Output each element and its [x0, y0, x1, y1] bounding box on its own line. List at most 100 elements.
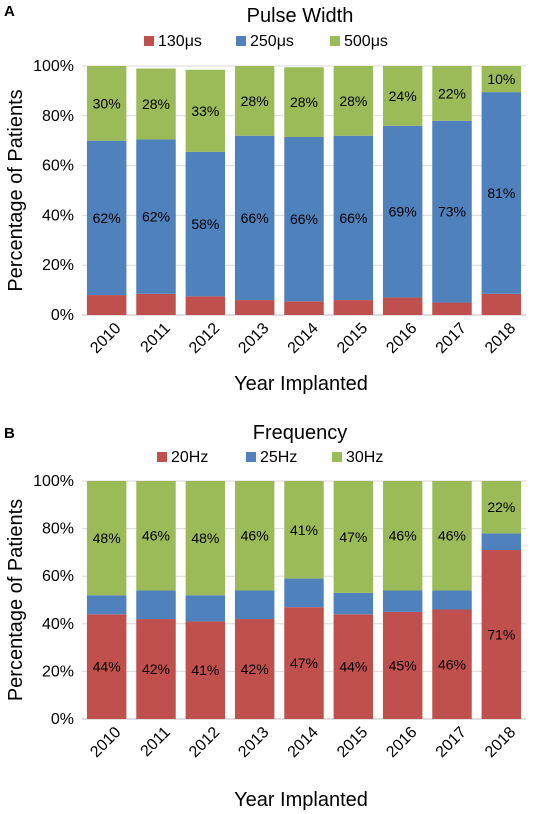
legend-label-1: 25Hz: [260, 449, 297, 466]
bar-20Hz-2017: [432, 609, 472, 719]
y-tick-label: 40%: [42, 207, 74, 224]
panel-label: A: [4, 3, 15, 20]
legend: 20Hz 25Hz 30Hz: [157, 449, 383, 466]
data-label: 41%: [290, 522, 318, 538]
bar-500μs-2014: [284, 67, 324, 137]
data-label: 62%: [93, 210, 121, 226]
bar-250μs-2010: [86, 140, 127, 296]
bar-500μs-2013: [234, 66, 275, 136]
bar-130μs-2012: [185, 296, 226, 315]
y-tick-label: 80%: [42, 521, 74, 538]
bar-30Hz-2012: [185, 481, 226, 596]
data-label: 30%: [93, 95, 121, 111]
chart-title: Frequency: [253, 422, 348, 444]
x-tick-label: 2012: [186, 724, 223, 761]
data-label: 66%: [339, 210, 367, 226]
data-label: 28%: [142, 96, 170, 112]
y-tick-label: 100%: [33, 58, 74, 75]
data-label: 81%: [487, 185, 515, 201]
bar-30Hz-2016: [382, 481, 423, 591]
bar-500μs-2015: [333, 66, 374, 136]
bar-20Hz-2012: [185, 621, 226, 719]
bar-250μs-2017: [432, 120, 472, 303]
data-label: 48%: [93, 530, 121, 546]
bar-130μs-2017: [432, 302, 472, 315]
bar-20Hz-2010: [86, 614, 127, 719]
x-tick-label: 2018: [482, 724, 519, 761]
bar-500μs-2010: [86, 66, 127, 141]
x-tick-label: 2010: [87, 724, 124, 761]
bar-25Hz-2018: [481, 533, 522, 551]
bar-250μs-2018: [481, 92, 522, 294]
bar-20Hz-2013: [234, 619, 275, 719]
data-label: 45%: [389, 657, 417, 673]
bar-25Hz-2015: [333, 592, 374, 615]
data-label: 33%: [191, 103, 219, 119]
bar-130μs-2018: [481, 293, 522, 315]
legend-label-1: 250μs: [250, 33, 294, 50]
bar-20Hz-2016: [382, 611, 423, 719]
x-tick-label: 2010: [87, 320, 124, 357]
chart-title: Pulse Width: [247, 5, 354, 27]
data-label: 42%: [142, 661, 170, 677]
bar-20Hz-2018: [481, 550, 522, 719]
bar-130μs-2016: [382, 297, 423, 315]
legend-swatch-2: [330, 36, 340, 46]
bar-25Hz-2014: [284, 578, 324, 608]
bar-25Hz-2017: [432, 590, 472, 610]
x-tick-label: 2013: [235, 724, 272, 761]
x-tick-label: 2018: [482, 320, 519, 357]
x-tick-label: 2015: [334, 724, 371, 761]
y-axis-title: Percentage of Patients: [5, 89, 27, 291]
legend-label-0: 130μs: [158, 33, 202, 50]
y-tick-label: 80%: [42, 108, 74, 125]
bar-130μs-2015: [333, 300, 374, 315]
bar-500μs-2018: [481, 66, 522, 93]
data-label: 28%: [290, 94, 318, 110]
legend-swatch-1: [246, 452, 256, 462]
legend-swatch-2: [332, 452, 342, 462]
bar-20Hz-2011: [136, 619, 176, 719]
bar-130μs-2010: [86, 295, 127, 315]
x-tick-label: 2011: [138, 724, 174, 760]
data-label: 42%: [241, 661, 269, 677]
x-tick-label: 2013: [235, 320, 272, 357]
data-label: 58%: [191, 216, 219, 232]
bar-25Hz-2016: [382, 590, 423, 612]
x-tick-label: 2012: [186, 320, 223, 357]
bar-130μs-2013: [234, 300, 275, 315]
x-tick-label: 2017: [433, 320, 470, 357]
y-tick-label: 20%: [42, 257, 74, 274]
bar-130μs-2011: [136, 293, 176, 315]
y-tick-label: 40%: [42, 616, 74, 633]
y-tick-label: 60%: [42, 158, 74, 175]
x-tick-label: 2015: [334, 320, 371, 357]
data-label: 71%: [487, 627, 515, 643]
data-label: 41%: [191, 662, 219, 678]
data-label: 47%: [339, 529, 367, 545]
legend-swatch-0: [144, 36, 154, 46]
x-tick-label: 2011: [138, 320, 174, 356]
bar-250μs-2016: [382, 125, 423, 298]
bar-25Hz-2012: [185, 595, 226, 622]
legend-swatch-0: [157, 452, 167, 462]
data-label: 73%: [438, 204, 466, 220]
data-label: 46%: [438, 656, 466, 672]
legend-label-2: 500μs: [344, 33, 388, 50]
data-label: 44%: [339, 659, 367, 675]
bar-130μs-2014: [284, 301, 324, 315]
legend-swatch-1: [236, 36, 246, 46]
y-tick-label: 0%: [51, 307, 74, 324]
data-label: 22%: [438, 85, 466, 101]
y-tick-label: 0%: [51, 711, 74, 728]
bar-20Hz-2015: [333, 614, 374, 719]
data-label: 22%: [487, 499, 515, 515]
data-label: 46%: [241, 528, 269, 544]
bar-250μs-2014: [284, 136, 324, 302]
bar-250μs-2013: [234, 135, 275, 301]
bar-25Hz-2011: [136, 590, 176, 620]
data-label: 10%: [487, 71, 515, 87]
bar-250μs-2012: [185, 151, 226, 297]
bar-500μs-2011: [136, 68, 176, 140]
bar-250μs-2011: [136, 139, 176, 294]
